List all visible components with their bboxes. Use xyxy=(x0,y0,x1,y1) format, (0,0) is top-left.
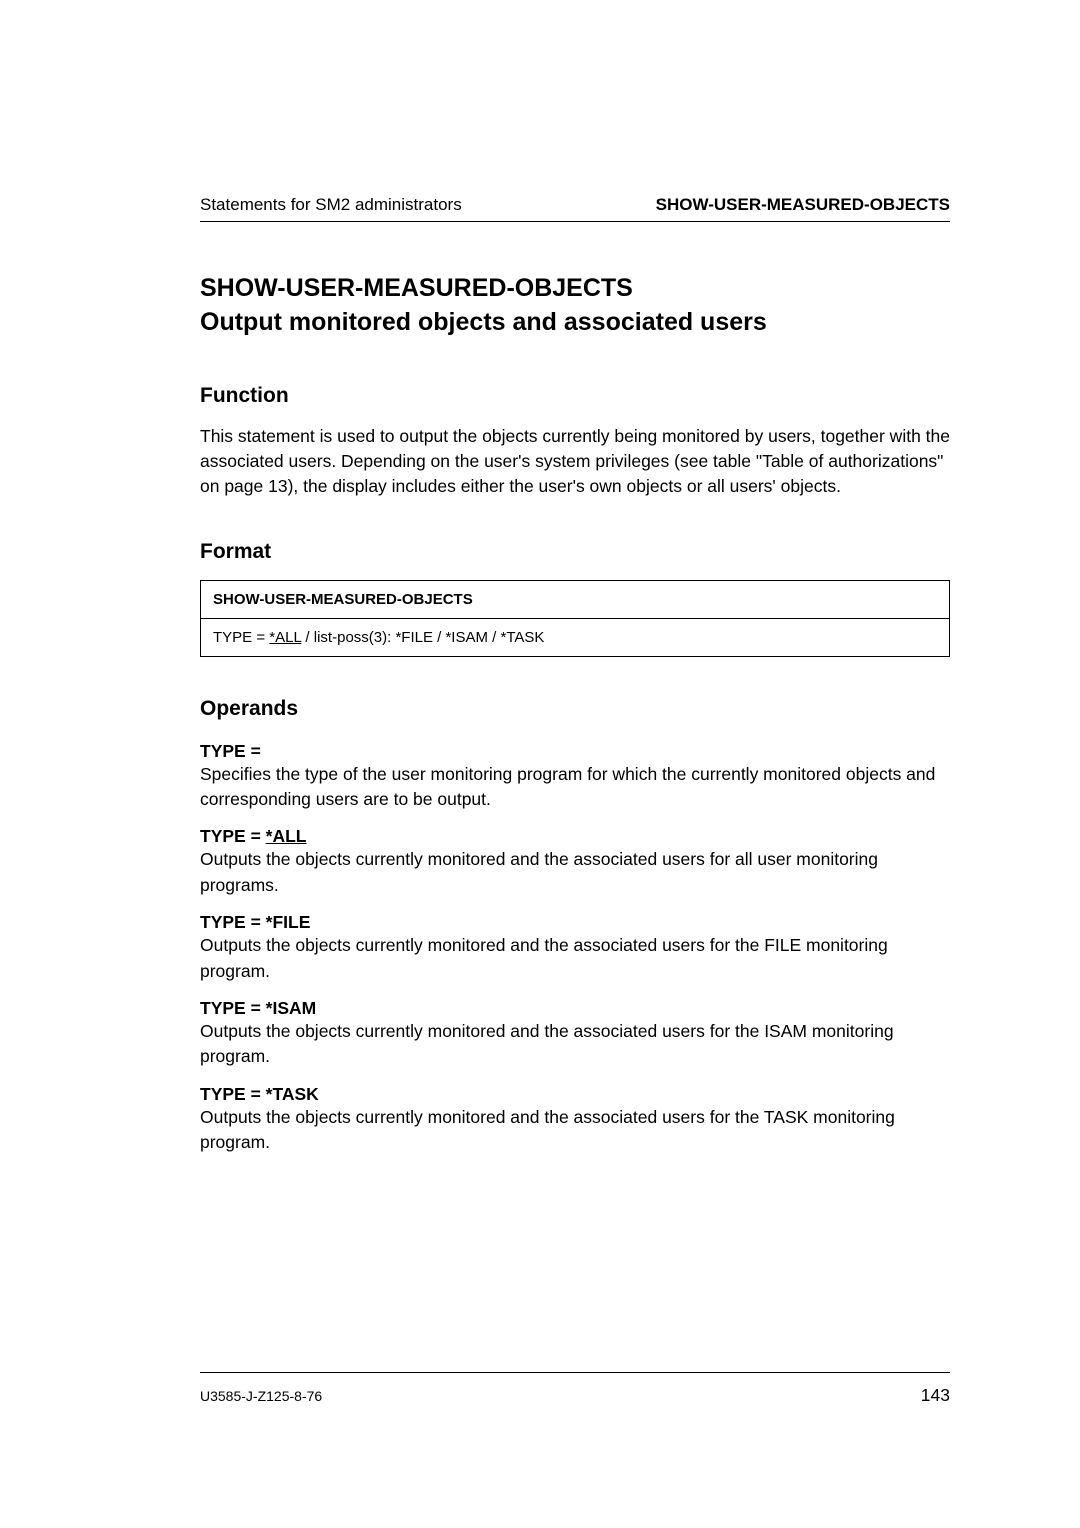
operand-type-eq-text: Specifies the type of the user monitorin… xyxy=(200,762,950,813)
operand-type-all-value: *ALL xyxy=(266,826,307,846)
operand-type-all-prefix: TYPE = xyxy=(200,826,266,846)
title-line-1: SHOW-USER-MEASURED-OBJECTS xyxy=(200,272,950,306)
title-block: SHOW-USER-MEASURED-OBJECTS Output monito… xyxy=(200,272,950,340)
page-footer: U3585-J-Z125-8-76 143 xyxy=(200,1372,950,1406)
format-suffix: / list-poss(3): *FILE / *ISAM / *TASK xyxy=(301,629,544,646)
operands-heading: Operands xyxy=(200,697,950,721)
operand-type-isam-text: Outputs the objects currently monitored … xyxy=(200,1019,950,1070)
format-heading: Format xyxy=(200,540,950,564)
title-line-2: Output monitored objects and associated … xyxy=(200,306,950,340)
operand-type-all-text: Outputs the objects currently monitored … xyxy=(200,847,950,898)
operand-type-isam-label: TYPE = *ISAM xyxy=(200,998,950,1019)
header-right: SHOW-USER-MEASURED-OBJECTS xyxy=(656,195,950,215)
running-header: Statements for SM2 administrators SHOW-U… xyxy=(200,195,950,222)
operand-type-all-label: TYPE = *ALL xyxy=(200,826,950,847)
function-heading: Function xyxy=(200,384,950,408)
header-left: Statements for SM2 administrators xyxy=(200,195,462,215)
operand-type-task-label: TYPE = *TASK xyxy=(200,1084,950,1105)
operand-type-file-label: TYPE = *FILE xyxy=(200,912,950,933)
operand-type-file-text: Outputs the objects currently monitored … xyxy=(200,933,950,984)
footer-page-number: 143 xyxy=(921,1385,950,1406)
format-table: SHOW-USER-MEASURED-OBJECTS TYPE = *ALL /… xyxy=(200,580,950,657)
operand-type-eq-label: TYPE = xyxy=(200,741,950,762)
function-text: This statement is used to output the obj… xyxy=(200,424,950,500)
operand-type-task-text: Outputs the objects currently monitored … xyxy=(200,1105,950,1156)
format-all: *ALL xyxy=(269,629,301,646)
format-body-cell: TYPE = *ALL / list-poss(3): *FILE / *ISA… xyxy=(201,618,950,656)
footer-doc-id: U3585-J-Z125-8-76 xyxy=(200,1388,322,1404)
format-header-cell: SHOW-USER-MEASURED-OBJECTS xyxy=(201,580,950,618)
format-header-row: SHOW-USER-MEASURED-OBJECTS xyxy=(201,580,950,618)
format-prefix: TYPE = xyxy=(213,629,269,646)
format-body-row: TYPE = *ALL / list-poss(3): *FILE / *ISA… xyxy=(201,618,950,656)
page-content: Statements for SM2 administrators SHOW-U… xyxy=(0,0,1080,1155)
